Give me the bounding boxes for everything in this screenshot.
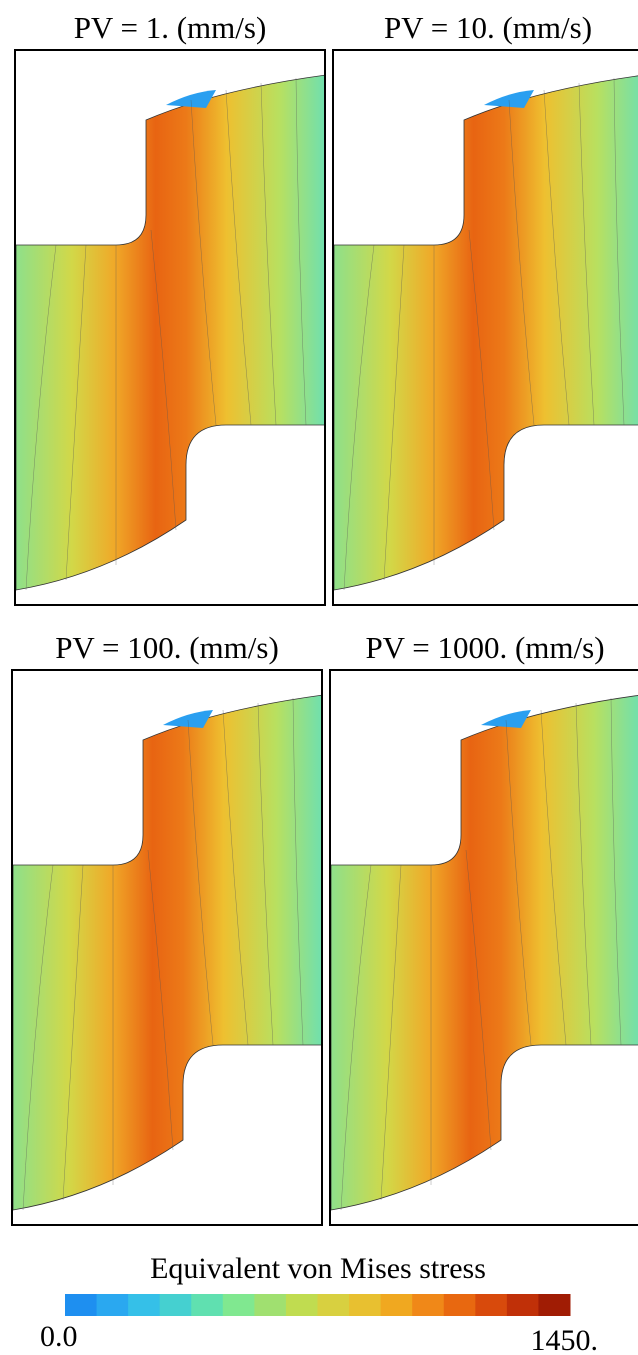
colorbar-cell [285,1294,318,1316]
panel [329,669,638,1226]
panel [332,49,638,606]
colorbar-cell [65,1294,98,1316]
panel [11,669,323,1226]
colorbar-cell [380,1294,413,1316]
colorbar-cell [159,1294,192,1316]
colorbar-cell [506,1294,539,1316]
colorbar-cell [475,1294,508,1316]
colorbar-cell [222,1294,255,1316]
colorbar-cell [128,1294,161,1316]
colorbar-cell [191,1294,224,1316]
colorbar-cell [443,1294,476,1316]
panel-title: PV = 100. (mm/s) [55,630,279,665]
panel-title: PV = 1000. (mm/s) [365,630,604,665]
colorbar-cell [254,1294,287,1316]
colorbar-cell [349,1294,382,1316]
colorbar-max: 1450. [531,1324,599,1355]
colorbar-min: 0.0 [40,1320,78,1353]
panel-title: PV = 10. (mm/s) [384,10,592,45]
colorbar-cell [96,1294,129,1316]
panel-title: PV = 1. (mm/s) [74,10,267,45]
colorbar-cell [412,1294,445,1316]
colorbar-cell [538,1294,571,1316]
colorbar-label: Equivalent von Mises stress [150,1252,486,1285]
colorbar-cell [317,1294,350,1316]
colorbar [65,1294,571,1316]
panel [14,49,326,606]
